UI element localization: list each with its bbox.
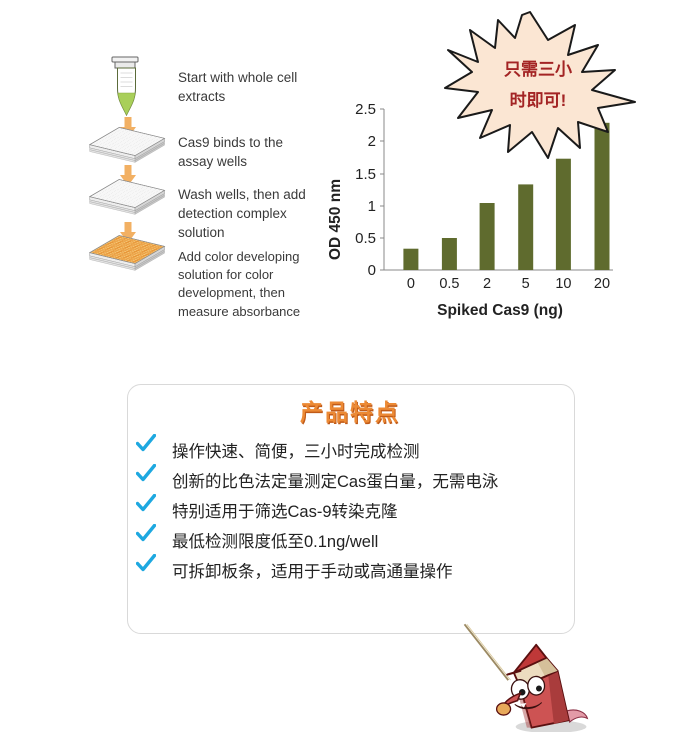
svg-text:0: 0 (368, 262, 376, 279)
svg-text:Spiked Cas9 (ng): Spiked Cas9 (ng) (437, 302, 563, 319)
svg-text:1: 1 (368, 198, 376, 215)
svg-text:2: 2 (483, 276, 491, 292)
svg-text:20: 20 (594, 276, 610, 292)
svg-text:5: 5 (522, 276, 530, 292)
svg-text:10: 10 (555, 276, 571, 292)
svg-text:0.5: 0.5 (439, 276, 459, 292)
svg-text:1.5: 1.5 (355, 166, 376, 183)
svg-text:2: 2 (368, 133, 376, 150)
svg-text:0.5: 0.5 (355, 230, 376, 247)
svg-text:2.5: 2.5 (355, 101, 376, 118)
svg-text:0: 0 (407, 276, 415, 292)
